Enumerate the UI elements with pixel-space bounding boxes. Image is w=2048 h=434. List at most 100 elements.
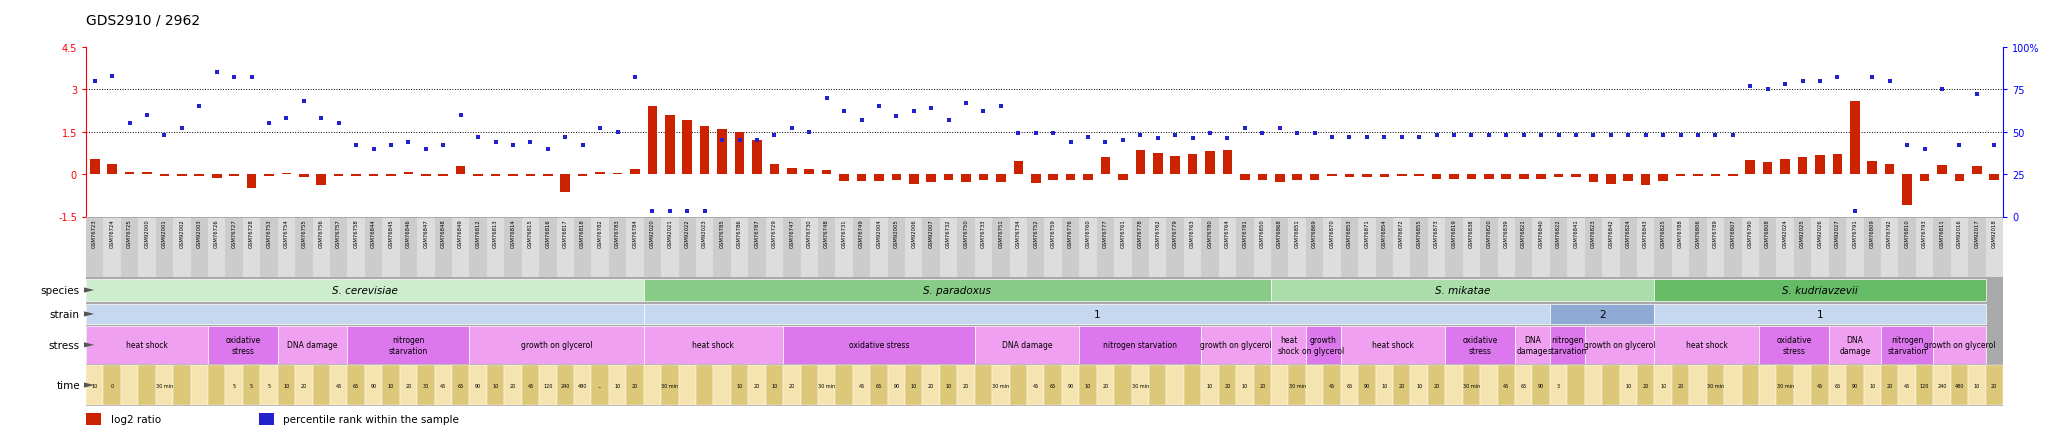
Bar [557, 217, 573, 278]
Text: GSM76841: GSM76841 [1573, 219, 1579, 247]
Bar [975, 326, 1079, 364]
Bar [244, 365, 260, 405]
Point [1700, 132, 1733, 139]
Bar [991, 217, 1010, 278]
Point [1960, 92, 1993, 99]
Bar [1729, 174, 1737, 177]
Text: nitrogen starvation: nitrogen starvation [1104, 341, 1178, 349]
Bar [1950, 217, 1968, 278]
Bar [1694, 174, 1702, 177]
Text: 10: 10 [1974, 383, 1980, 388]
Bar [1849, 101, 1860, 174]
Text: GSM76854: GSM76854 [1382, 219, 1386, 247]
Point [967, 108, 999, 115]
Bar [1276, 174, 1284, 183]
Bar [1516, 217, 1532, 278]
Bar [887, 365, 905, 405]
Bar [383, 217, 399, 278]
Bar [926, 174, 936, 183]
Bar [717, 129, 727, 174]
Bar [209, 365, 225, 405]
Text: GSM76873: GSM76873 [1434, 219, 1440, 247]
Text: strain: strain [49, 309, 80, 319]
Point [985, 103, 1018, 110]
Text: GSM76781: GSM76781 [1243, 219, 1247, 247]
Bar [782, 217, 801, 278]
Point [96, 73, 129, 80]
Text: 10: 10 [772, 383, 778, 388]
Bar [1010, 217, 1026, 278]
Text: GSM76762: GSM76762 [1155, 219, 1161, 247]
Bar [1985, 365, 2003, 405]
Bar [801, 217, 817, 278]
Bar [1810, 217, 1829, 278]
Bar [1501, 174, 1511, 180]
Point [1909, 146, 1942, 153]
Bar [508, 174, 518, 176]
Text: GSM76817: GSM76817 [563, 219, 567, 247]
Text: GSM76814: GSM76814 [510, 219, 516, 247]
Bar [1030, 174, 1040, 184]
Bar [1950, 365, 1968, 405]
Point [1839, 208, 1872, 215]
Bar [1253, 365, 1272, 405]
Point [1090, 139, 1122, 146]
Text: GSM76776: GSM76776 [1069, 219, 1073, 247]
Bar [1833, 155, 1843, 174]
Bar [592, 365, 608, 405]
Text: GSM76840: GSM76840 [1538, 219, 1544, 247]
Bar [805, 170, 813, 174]
Bar [453, 365, 469, 405]
Bar [1532, 365, 1550, 405]
Bar [1323, 365, 1341, 405]
Point [584, 125, 616, 132]
Point [1159, 132, 1192, 139]
Bar [279, 217, 295, 278]
Point [252, 120, 285, 128]
Text: 45: 45 [1032, 383, 1038, 388]
Text: 20: 20 [928, 383, 934, 388]
Bar [1829, 365, 1845, 405]
Bar [627, 365, 643, 405]
Bar [975, 217, 991, 278]
Bar [608, 365, 627, 405]
Bar [1655, 279, 1985, 302]
Bar [1288, 217, 1307, 278]
Bar [526, 174, 535, 176]
Point [1106, 137, 1139, 144]
Text: 480: 480 [578, 383, 588, 388]
Bar [1919, 174, 1929, 182]
Bar [190, 217, 209, 278]
Bar [870, 365, 887, 405]
Point [1333, 134, 1366, 141]
Bar [1323, 217, 1341, 278]
Point [201, 69, 233, 76]
Bar [492, 174, 500, 177]
Text: GSM76778: GSM76778 [1139, 219, 1143, 247]
Point [479, 139, 512, 146]
Bar [1204, 152, 1214, 174]
Text: GSM76871: GSM76871 [1364, 219, 1370, 247]
Bar [457, 167, 465, 174]
Text: GSM92000: GSM92000 [145, 219, 150, 247]
Text: GSM76783: GSM76783 [614, 219, 621, 247]
Bar [330, 365, 348, 405]
Bar [1776, 365, 1794, 405]
Point [391, 139, 424, 146]
Bar [504, 365, 522, 405]
Bar [90, 159, 100, 174]
Bar [557, 365, 573, 405]
Point [1874, 78, 1907, 85]
Bar [174, 217, 190, 278]
Text: GSM76747: GSM76747 [788, 219, 795, 247]
Text: GSM76724: GSM76724 [111, 219, 115, 247]
Bar [283, 173, 291, 174]
Text: 20: 20 [1225, 383, 1231, 388]
Text: nitrogen
starvation: nitrogen starvation [1888, 335, 1927, 355]
Bar [1536, 174, 1546, 180]
Bar [1780, 159, 1790, 174]
Bar [1815, 155, 1825, 174]
Bar [121, 365, 139, 405]
Text: 30 min: 30 min [993, 383, 1010, 388]
Bar [543, 174, 553, 176]
